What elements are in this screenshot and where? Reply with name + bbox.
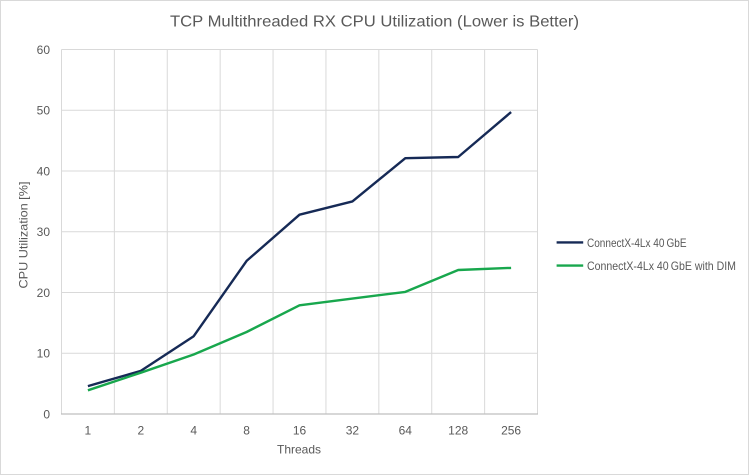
svg-text:1: 1 [85, 424, 92, 438]
svg-text:2: 2 [137, 424, 144, 438]
svg-text:256: 256 [501, 424, 521, 438]
svg-text:ConnectX-4Lx 40 GbE: ConnectX-4Lx 40 GbE [587, 236, 687, 250]
svg-text:8: 8 [243, 424, 250, 438]
svg-text:0: 0 [43, 407, 50, 421]
svg-text:60: 60 [37, 43, 51, 57]
svg-text:40: 40 [37, 164, 51, 178]
svg-text:50: 50 [37, 104, 51, 118]
svg-text:128: 128 [448, 424, 468, 438]
svg-text:Threads: Threads [277, 443, 321, 457]
svg-text:32: 32 [346, 424, 360, 438]
svg-text:TCP Multithreaded RX CPU Utili: TCP Multithreaded RX CPU Utilization (Lo… [170, 14, 579, 31]
svg-text:10: 10 [37, 347, 51, 361]
svg-text:ConnectX-4Lx 40 GbE with DIM: ConnectX-4Lx 40 GbE with DIM [587, 259, 736, 273]
svg-text:20: 20 [37, 286, 51, 300]
svg-text:30: 30 [37, 225, 51, 239]
svg-text:64: 64 [399, 424, 413, 438]
svg-text:4: 4 [190, 424, 197, 438]
svg-text:CPU Utilization [%]: CPU Utilization [%] [17, 182, 31, 289]
svg-text:16: 16 [293, 424, 307, 438]
